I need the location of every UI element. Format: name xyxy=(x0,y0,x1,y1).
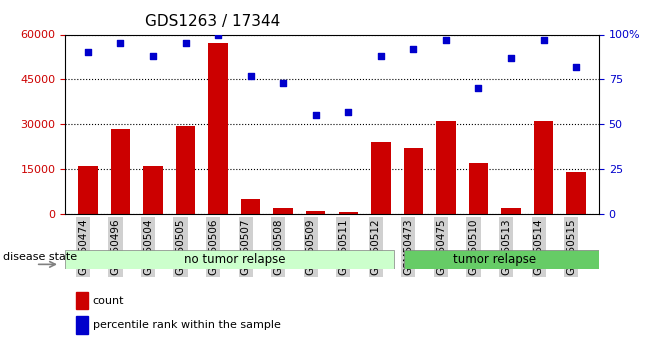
Point xyxy=(180,41,191,46)
Point xyxy=(115,41,126,46)
Point xyxy=(213,32,223,37)
Point xyxy=(278,80,288,86)
Bar xyxy=(76,292,87,309)
Text: no tumor relapse: no tumor relapse xyxy=(184,253,285,266)
Bar xyxy=(501,208,521,214)
Text: percentile rank within the sample: percentile rank within the sample xyxy=(93,320,281,330)
Bar xyxy=(339,212,358,214)
Point xyxy=(441,37,451,43)
Text: tumor relapse: tumor relapse xyxy=(453,253,536,266)
Bar xyxy=(534,121,553,214)
Bar xyxy=(111,129,130,214)
Point xyxy=(148,53,158,59)
Bar xyxy=(78,166,98,214)
Bar xyxy=(241,199,260,214)
Point xyxy=(408,46,419,52)
Text: GDS1263 / 17344: GDS1263 / 17344 xyxy=(145,14,281,29)
Bar xyxy=(273,208,293,214)
Bar xyxy=(436,121,456,214)
Text: disease state: disease state xyxy=(3,252,77,262)
Bar xyxy=(143,166,163,214)
Point xyxy=(506,55,516,61)
Bar xyxy=(404,250,612,269)
Bar xyxy=(469,163,488,214)
Bar xyxy=(404,148,423,214)
Bar xyxy=(76,316,87,334)
Bar xyxy=(65,250,394,269)
Point xyxy=(376,53,386,59)
Point xyxy=(473,86,484,91)
Point xyxy=(343,109,353,115)
Point xyxy=(83,50,93,55)
Bar xyxy=(208,43,228,214)
Point xyxy=(245,73,256,79)
Bar xyxy=(306,211,326,214)
Bar xyxy=(371,142,391,214)
Bar xyxy=(566,172,586,214)
Text: count: count xyxy=(93,296,124,306)
Bar xyxy=(176,126,195,214)
Point xyxy=(538,37,549,43)
Point xyxy=(571,64,581,70)
Point xyxy=(311,112,321,118)
